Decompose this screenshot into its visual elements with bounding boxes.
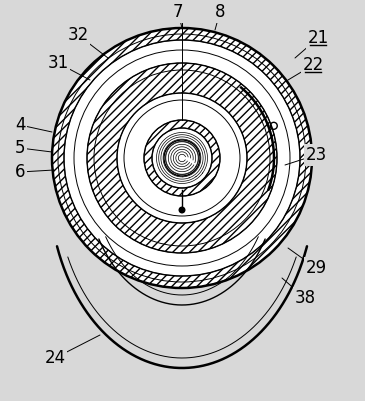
Text: 8: 8: [215, 3, 225, 21]
Text: 21: 21: [307, 29, 328, 47]
Text: 22: 22: [302, 56, 324, 74]
Text: 5: 5: [15, 139, 25, 157]
Text: 24: 24: [45, 349, 66, 367]
Text: 31: 31: [47, 54, 69, 72]
Text: 4: 4: [15, 116, 25, 134]
Text: 38: 38: [295, 289, 316, 307]
Text: 23: 23: [306, 146, 327, 164]
Text: 29: 29: [306, 259, 327, 277]
Circle shape: [178, 207, 185, 213]
Circle shape: [164, 140, 200, 176]
Text: 32: 32: [68, 26, 89, 44]
Circle shape: [52, 28, 312, 288]
Text: 6: 6: [15, 163, 25, 181]
Text: 7: 7: [173, 3, 183, 21]
